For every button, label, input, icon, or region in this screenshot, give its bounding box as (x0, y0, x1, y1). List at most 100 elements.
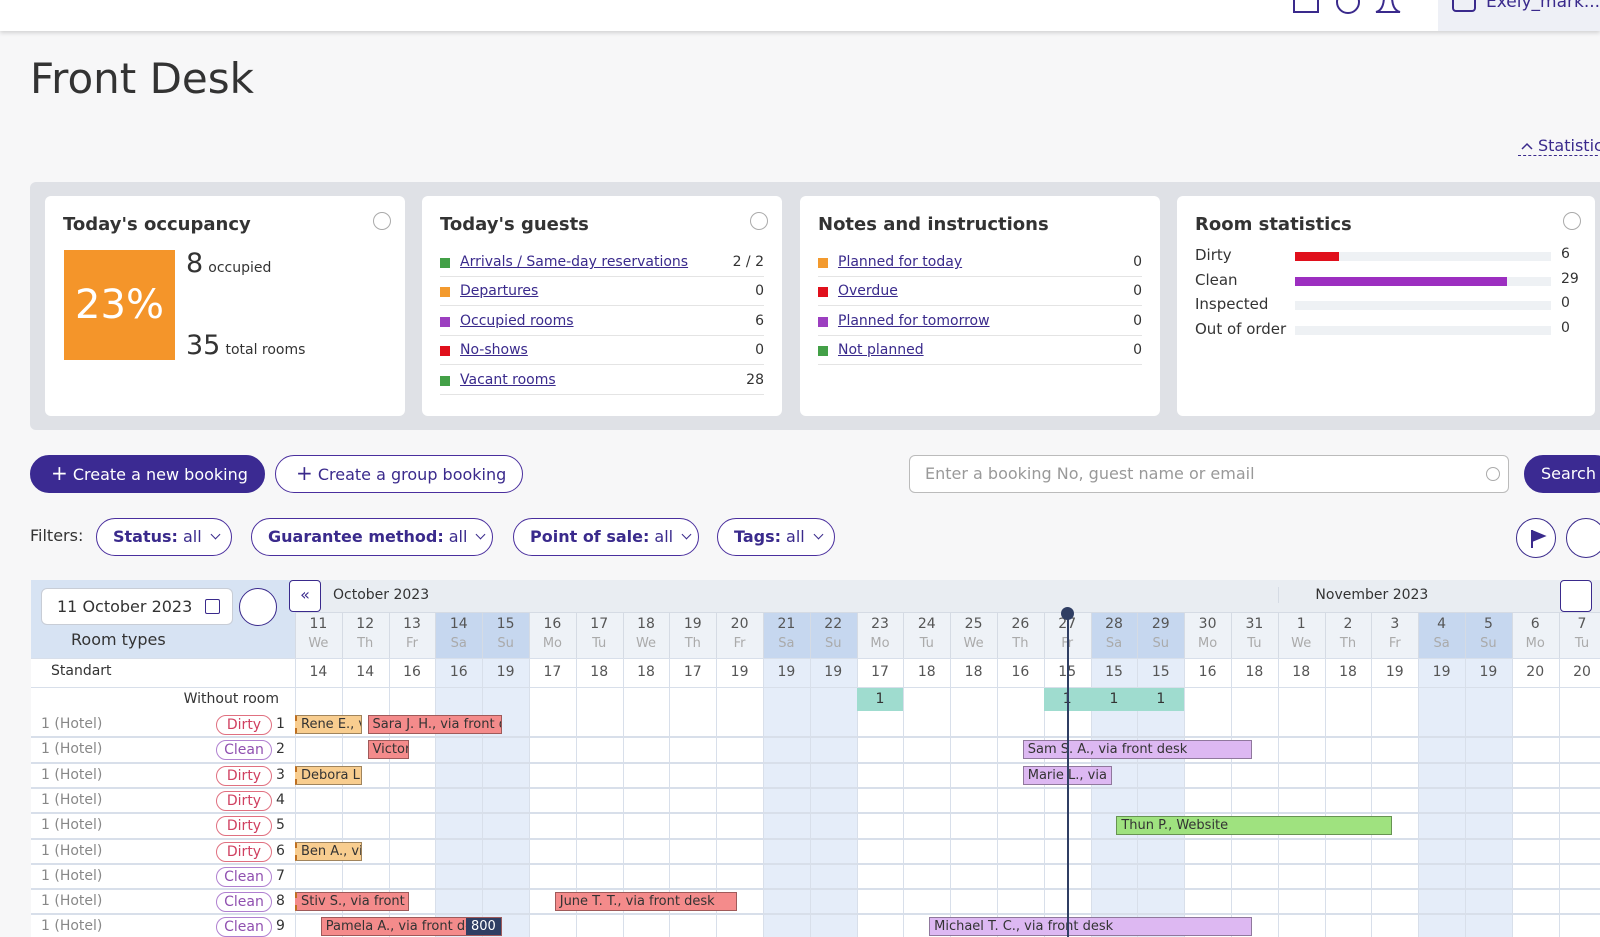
group-booking-button[interactable]: + Create a group booking (275, 455, 524, 493)
room-line (31, 812, 1600, 814)
row-link[interactable]: No-shows (460, 342, 528, 359)
availability: 16 (449, 664, 468, 680)
booking-label: Rene E., vi (301, 717, 361, 732)
day-number: 28 (1105, 616, 1123, 632)
occupied-label: occupied (208, 260, 272, 276)
row-link[interactable]: Vacant rooms (460, 371, 556, 388)
stat-bar (1295, 276, 1508, 286)
row-link[interactable]: Planned for today (838, 254, 963, 270)
room-number: 6 (276, 842, 285, 859)
day-number: 6 (1530, 616, 1540, 632)
list-row: No-shows 0 (440, 336, 764, 366)
column (1511, 658, 1559, 937)
month-label: November 2023 (1277, 587, 1465, 603)
row-link[interactable]: Overdue (838, 283, 898, 300)
filter-dropdown[interactable]: Guarantee method: all (251, 518, 493, 556)
row-link[interactable]: Arrivals / Same-day reservations (460, 254, 689, 270)
create-booking-button[interactable]: + Create a new booking (30, 455, 265, 493)
room-status[interactable]: Dirty (216, 816, 272, 837)
day-header (1137, 613, 1185, 658)
row-line (31, 658, 1600, 659)
column (763, 658, 810, 937)
flag-button[interactable] (1516, 518, 1556, 558)
row-link[interactable]: Not planned (838, 342, 924, 359)
booking[interactable]: Michael T. C., via front desk (929, 917, 1253, 937)
booking[interactable]: Thun P., Website (1116, 816, 1393, 836)
room-status[interactable]: Dirty (216, 765, 272, 786)
guests-card: Today's guests Arrivals / Same-day reser… (422, 196, 782, 416)
icon-calendar[interactable] (1293, 0, 1319, 13)
date-picker[interactable]: 11 October 2023 (41, 588, 233, 625)
room-status[interactable]: Clean (216, 866, 272, 887)
room-type: 1 (Hotel) (41, 918, 103, 935)
availability: 19 (777, 664, 796, 680)
statistics-toggle[interactable]: Statistic (1518, 136, 1600, 156)
clock-button[interactable] (239, 588, 277, 626)
availability: 15 (1151, 664, 1170, 680)
booking[interactable]: June T. T., via front desk (554, 892, 738, 912)
booking[interactable]: Victor (367, 740, 409, 760)
booking-label: Michael T. C., via front desk (934, 919, 1114, 935)
weekday: Mo (1525, 636, 1545, 651)
statistics-label: Statistic (1538, 136, 1600, 155)
row-link[interactable]: Occupied rooms (460, 312, 574, 329)
settings-button[interactable] (1566, 518, 1600, 558)
booking[interactable]: Sam S. A., via front desk (1022, 740, 1253, 760)
weekday: Sa (778, 636, 795, 651)
prev-button[interactable]: « (289, 580, 321, 612)
user-menu[interactable]: Exely_mark... (1438, 0, 1600, 31)
booking[interactable]: Rene E., vi (295, 715, 362, 734)
room-status[interactable]: Dirty (216, 715, 272, 735)
color-marker (818, 346, 828, 357)
filter-value: all (654, 527, 674, 546)
room-type: 1 (Hotel) (41, 842, 103, 859)
weekday: We (308, 636, 329, 651)
today-dot (1061, 607, 1075, 620)
group-toggle[interactable]: Standart (51, 663, 112, 679)
booking[interactable]: Ben A., via (295, 841, 362, 861)
room-type: 1 (Hotel) (41, 791, 103, 808)
column (716, 658, 763, 937)
month-label: October 2023 (333, 587, 430, 603)
filter-dropdown[interactable]: Tags: all (717, 518, 835, 556)
filter-value: all (448, 527, 468, 546)
row-line (31, 889, 1600, 891)
room-status[interactable]: Clean (216, 917, 272, 937)
weekday: Th (684, 636, 701, 651)
room-types-label[interactable]: Room types (71, 630, 166, 649)
stat-track (1295, 276, 1551, 286)
icon-bell[interactable] (1375, 0, 1401, 13)
room-status[interactable]: Dirty (216, 790, 272, 811)
stat-value: 6 (1561, 246, 1570, 262)
booking[interactable]: Sara J. H., via front de (367, 715, 502, 734)
next-button[interactable] (1559, 580, 1592, 612)
room-status[interactable]: Dirty (216, 841, 272, 862)
room-line (31, 888, 1600, 890)
help-icon[interactable] (1563, 212, 1581, 230)
day-header (1090, 613, 1138, 658)
column (341, 658, 389, 937)
help-icon[interactable] (750, 212, 768, 230)
help-icon[interactable] (373, 212, 391, 230)
room-status[interactable]: Clean (216, 740, 272, 761)
day-number: 16 (543, 616, 562, 632)
booking[interactable]: Stiv S., via front de (295, 892, 409, 912)
search-input[interactable]: Enter a booking No, guest name or email (909, 455, 1509, 493)
chevron (681, 529, 692, 540)
notes-card: Notes and instructions Planned for today… (800, 196, 1160, 416)
booking[interactable]: Pamela A., via front des 800 (320, 917, 502, 937)
column (1324, 658, 1372, 937)
day-number: 5 (1483, 616, 1493, 632)
unassigned-count: 1 (1137, 688, 1185, 711)
room-status[interactable]: Clean (216, 892, 272, 913)
row-link[interactable]: Departures (460, 283, 539, 300)
row-link[interactable]: Planned for tomorrow (838, 312, 990, 329)
booking[interactable]: Debora L., (295, 765, 362, 785)
search-button[interactable]: Search (1524, 455, 1600, 493)
filter-dropdown[interactable]: Status: all (96, 518, 232, 556)
weekday: Sa (1105, 636, 1123, 651)
filter-dropdown[interactable]: Point of sale: all (513, 518, 699, 556)
icon-settings[interactable] (1336, 0, 1360, 14)
column (1231, 658, 1278, 937)
room-line (31, 786, 1600, 788)
